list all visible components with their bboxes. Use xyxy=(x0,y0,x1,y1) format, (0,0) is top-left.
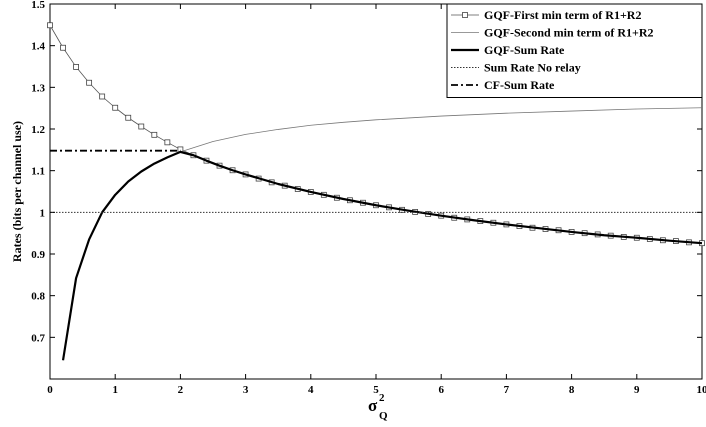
series-point-marker xyxy=(47,22,53,29)
series-point-marker xyxy=(73,64,79,70)
x-tick-label: 2 xyxy=(178,384,184,396)
x-tick-label: 4 xyxy=(308,384,314,396)
y-tick-label: 1.2 xyxy=(31,124,45,136)
y-tick-label: 1.1 xyxy=(31,166,45,178)
legend-label-1: GQF-First min term of R1+R2 xyxy=(484,8,641,22)
series-line-3 xyxy=(61,150,703,361)
x-tick-label: 3 xyxy=(243,384,249,396)
series-layer xyxy=(47,22,705,361)
x-tick-label: 10 xyxy=(697,384,706,396)
legend: GQF-First min term of R1+R2 GQF-Second mi… xyxy=(446,3,703,98)
series-point-marker xyxy=(125,114,132,121)
axes: 0 1 2 3 4 5 6 7 8 9 100.70.80.911.11.21.31.41.5σ 2Q… xyxy=(10,0,706,422)
series-point-marker xyxy=(164,139,171,146)
series-point-marker xyxy=(86,79,93,86)
y-tick-label: 0.8 xyxy=(31,291,45,303)
x-tick-label: 5 xyxy=(373,384,379,396)
x-axis-label: σ xyxy=(368,396,378,415)
x-axis-label-subscript: Q xyxy=(379,410,388,422)
y-tick-label: 1.3 xyxy=(31,82,45,94)
series-point-marker xyxy=(99,93,106,100)
y-tick-label: 0.7 xyxy=(31,332,45,344)
y-tick-label: 1.5 xyxy=(31,0,45,11)
x-tick-label: 7 xyxy=(504,384,510,396)
x-tick-label: 6 xyxy=(438,384,444,396)
legend-label-5: CF-Sum Rate xyxy=(484,78,555,92)
y-axis-label: Rates (bits per channel use) xyxy=(10,121,24,262)
legend-marker xyxy=(462,12,468,18)
legend-box xyxy=(446,3,703,98)
x-tick-label: 0 xyxy=(47,384,53,396)
x-tick-label: 8 xyxy=(569,384,575,396)
series-point-marker xyxy=(112,104,119,111)
x-axis-label-superscript: 2 xyxy=(379,392,385,404)
legend-label-4: Sum Rate No relay xyxy=(484,61,581,75)
legend-label-3: GQF-Sum Rate xyxy=(484,43,565,57)
series-point-marker xyxy=(151,131,158,138)
series-point-marker xyxy=(138,123,145,130)
x-tick-label: 9 xyxy=(634,384,640,396)
y-tick-label: 1 xyxy=(40,207,46,219)
legend-label-2: GQF-Second min term of R1+R2 xyxy=(484,26,653,40)
y-tick-label: 1.4 xyxy=(31,41,45,53)
y-tick-label: 0.9 xyxy=(31,249,45,261)
x-tick-label: 1 xyxy=(112,384,118,396)
series-point-marker xyxy=(60,44,66,51)
